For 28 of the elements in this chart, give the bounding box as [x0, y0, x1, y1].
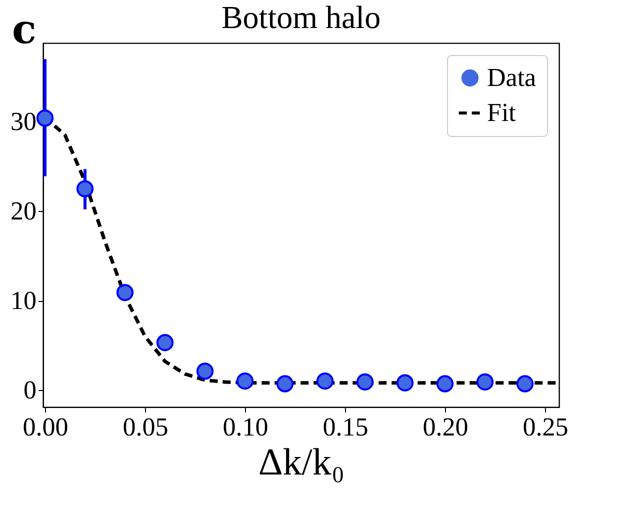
y-tick-label: 30	[10, 107, 36, 136]
legend-label: Fit	[487, 98, 517, 127]
point	[276, 375, 294, 392]
point	[356, 373, 374, 391]
point	[316, 372, 334, 390]
legend-label: Data	[487, 63, 537, 92]
point	[116, 284, 134, 302]
x-tick-label: 0.00	[22, 412, 68, 442]
y-tick-label: 10	[10, 286, 36, 316]
point	[76, 180, 94, 198]
x-tick-label: 0.25	[522, 412, 568, 442]
x-axis-title: Δk/k₀	[258, 442, 345, 484]
point	[396, 374, 414, 392]
x-tick-label: 0.05	[122, 412, 168, 442]
point	[236, 372, 254, 390]
point	[436, 375, 454, 392]
point	[476, 373, 494, 391]
y-tick-label: 0	[24, 376, 36, 405]
point	[36, 110, 54, 127]
point	[196, 362, 214, 380]
x-tick-label: 0.20	[422, 412, 468, 442]
y-tick-label: 20	[10, 196, 36, 226]
x-tick-label: 0.10	[222, 412, 268, 442]
x-tick-label: 0.15	[322, 412, 368, 442]
point	[516, 375, 534, 392]
point	[156, 334, 174, 352]
chart-title: Bottom halo	[221, 0, 381, 35]
text: c	[12, 6, 36, 53]
